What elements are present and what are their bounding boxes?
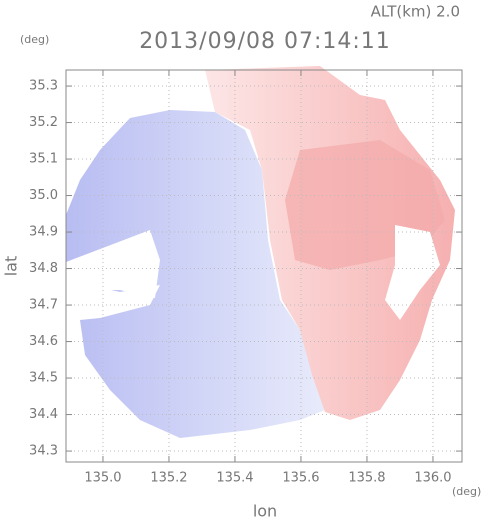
y-tick-label: 34.3 xyxy=(29,444,58,459)
blue-echo xyxy=(66,110,325,438)
x-tick-label: 136.0 xyxy=(414,471,451,486)
x-tick-label: 135.2 xyxy=(150,471,187,486)
chart-title: 2013/09/08 07:14:11 xyxy=(139,29,391,54)
plot-frame xyxy=(65,69,463,463)
y-tick-label: 34.7 xyxy=(29,298,58,313)
radar-field xyxy=(66,66,455,438)
y-tick-label: 35.1 xyxy=(29,152,58,167)
x-tick-label: 135.0 xyxy=(84,471,121,486)
y-tick-label: 35.2 xyxy=(29,115,58,130)
y-tick-label: 35.3 xyxy=(29,79,58,94)
y-tick-label: 34.4 xyxy=(29,407,58,422)
y-tick-label: 34.5 xyxy=(29,371,58,386)
y-tick-label: 35.0 xyxy=(29,188,58,203)
y-tick-label: 34.8 xyxy=(29,261,58,276)
y-axis-title: lat xyxy=(2,256,21,277)
x-axis-title: lon xyxy=(253,502,277,521)
y-tick-label: 34.6 xyxy=(29,334,58,349)
y-unit: (deg) xyxy=(20,33,49,46)
white-gap xyxy=(385,225,440,320)
x-tick-label: 135.4 xyxy=(216,471,253,486)
x-tick-label: 135.6 xyxy=(282,471,319,486)
x-unit: (deg) xyxy=(452,485,481,498)
white-gap xyxy=(66,230,160,298)
x-tick-label: 135.8 xyxy=(348,471,385,486)
y-tick-label: 34.9 xyxy=(29,225,58,240)
subtitle: ALT(km) 2.0 xyxy=(371,3,460,21)
